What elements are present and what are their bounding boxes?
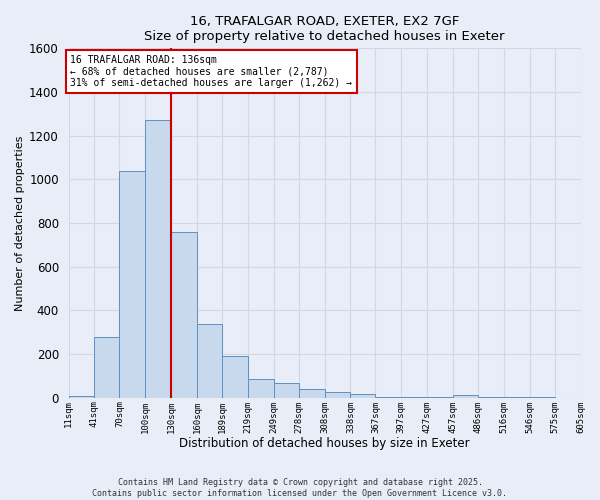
- Bar: [376, 396, 401, 398]
- Text: Contains HM Land Registry data © Crown copyright and database right 2025.
Contai: Contains HM Land Registry data © Crown c…: [92, 478, 508, 498]
- Bar: [350, 394, 376, 398]
- Text: 16 TRAFALGAR ROAD: 136sqm
← 68% of detached houses are smaller (2,787)
31% of se: 16 TRAFALGAR ROAD: 136sqm ← 68% of detac…: [70, 55, 352, 88]
- Bar: [274, 382, 299, 398]
- Bar: [248, 379, 274, 398]
- Bar: [94, 336, 119, 398]
- Bar: [453, 394, 478, 398]
- Bar: [145, 120, 171, 398]
- Bar: [119, 170, 145, 398]
- Bar: [68, 396, 94, 398]
- Title: 16, TRAFALGAR ROAD, EXETER, EX2 7GF
Size of property relative to detached houses: 16, TRAFALGAR ROAD, EXETER, EX2 7GF Size…: [145, 15, 505, 43]
- Bar: [427, 396, 453, 398]
- Bar: [171, 232, 197, 398]
- Bar: [325, 392, 350, 398]
- Bar: [222, 356, 248, 398]
- Bar: [401, 396, 427, 398]
- Bar: [299, 389, 325, 398]
- X-axis label: Distribution of detached houses by size in Exeter: Distribution of detached houses by size …: [179, 437, 470, 450]
- Y-axis label: Number of detached properties: Number of detached properties: [15, 136, 25, 311]
- Bar: [197, 324, 222, 398]
- Bar: [581, 394, 600, 398]
